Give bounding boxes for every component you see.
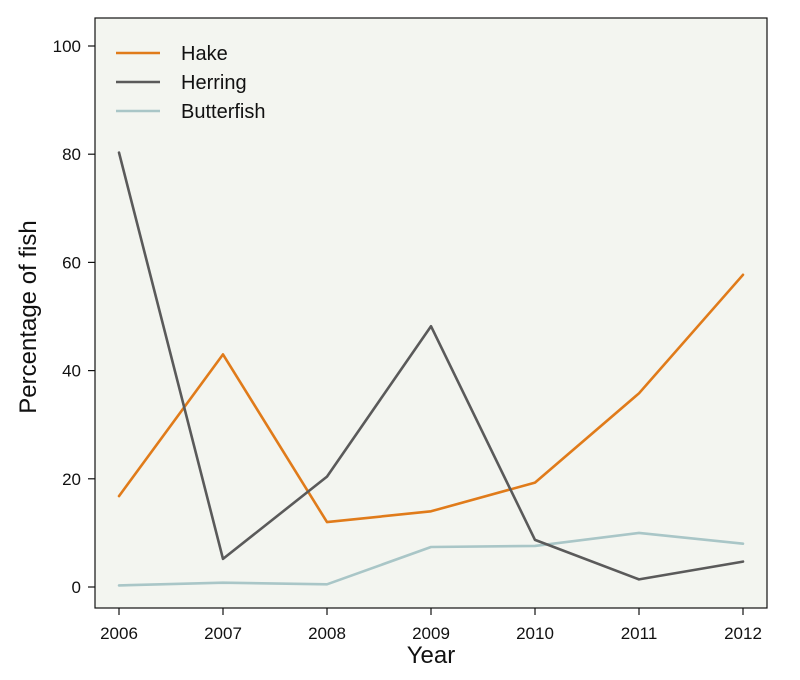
- x-axis: 2006 2007 2008 2009 2010 2011 2012: [100, 608, 762, 643]
- legend: Hake Herring Butterfish: [116, 43, 265, 123]
- legend-label-butterfish: Butterfish: [181, 101, 265, 123]
- series-line-hake: [117, 273, 745, 524]
- y-tick-label: 80: [62, 145, 81, 164]
- series-line-herring: [117, 151, 745, 581]
- x-tick-label: 2006: [100, 624, 138, 643]
- x-tick-label: 2008: [308, 624, 346, 643]
- y-tick-label: 0: [72, 578, 81, 597]
- x-tick-label: 2009: [412, 624, 450, 643]
- y-tick-label: 20: [62, 470, 81, 489]
- legend-label-herring: Herring: [181, 72, 247, 94]
- series-lines: [117, 151, 745, 587]
- x-axis-title: Year: [407, 642, 456, 669]
- y-tick-label: 100: [53, 37, 81, 56]
- plot-background: [94, 17, 768, 609]
- x-tick-label: 2007: [204, 624, 242, 643]
- y-tick-label: 40: [62, 362, 81, 381]
- x-tick-label: 2010: [516, 624, 554, 643]
- legend-label-hake: Hake: [181, 43, 228, 65]
- series-line-butterfish: [117, 531, 745, 587]
- x-tick-label: 2012: [724, 624, 762, 643]
- y-tick-label: 60: [62, 253, 81, 272]
- x-tick-label: 2011: [621, 624, 658, 643]
- y-axis-title: Percentage of fish: [15, 220, 42, 413]
- y-axis: 0 20 40 60 80 100: [53, 37, 95, 597]
